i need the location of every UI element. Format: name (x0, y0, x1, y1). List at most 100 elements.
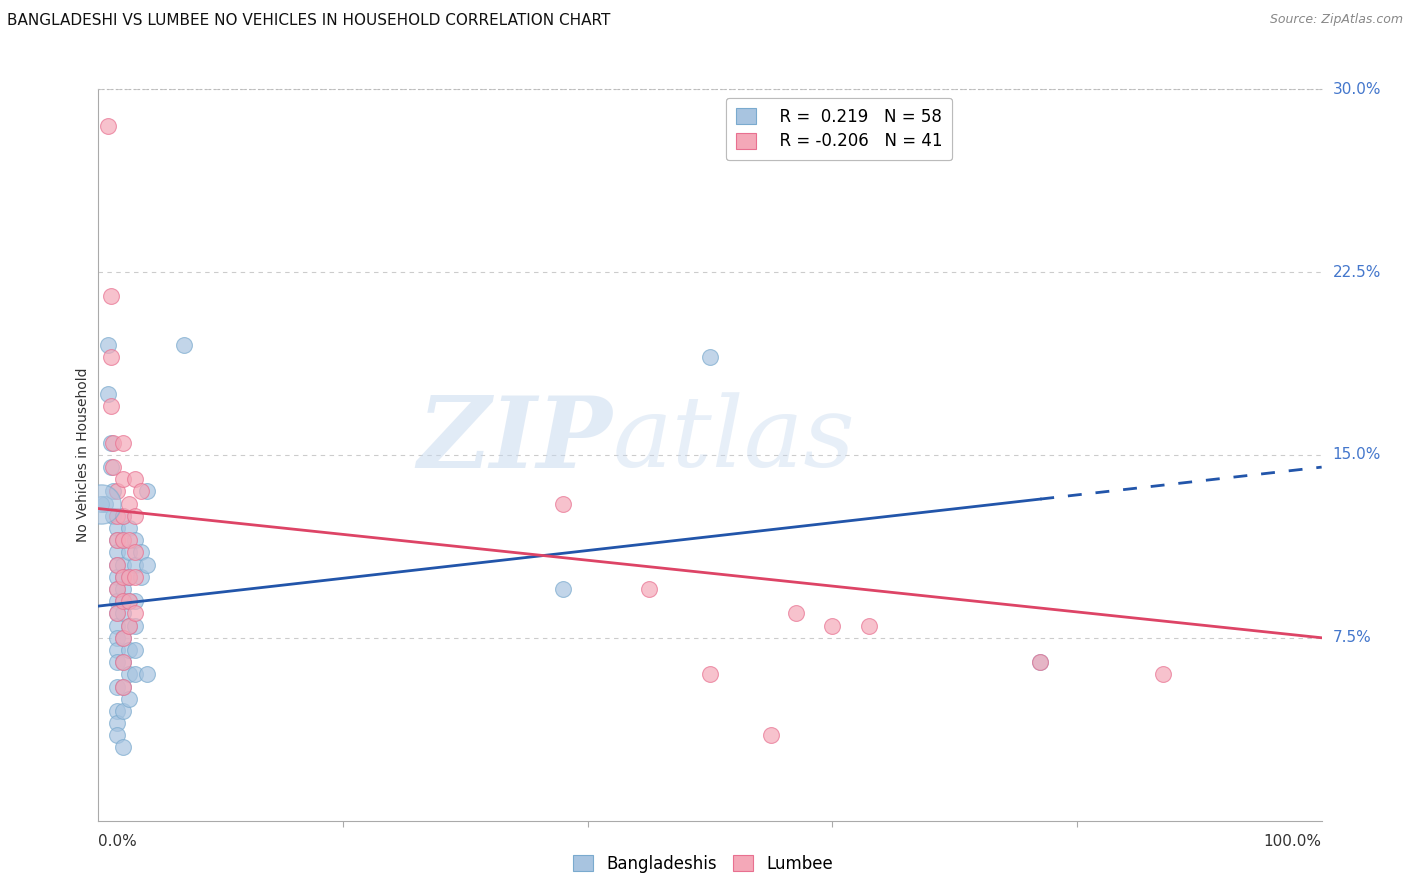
Point (105, 728, 128, 742)
Point (124, 570, 146, 584)
Point (553, 497, 575, 511)
Point (124, 545, 146, 559)
Point (118, 618, 141, 632)
Point (105, 680, 128, 694)
Text: 15.0%: 15.0% (1333, 448, 1381, 462)
Point (105, 618, 128, 632)
Point (124, 667, 146, 681)
Point (111, 655, 134, 669)
Text: BANGLADESHI VS LUMBEE NO VEHICLES IN HOUSEHOLD CORRELATION CHART: BANGLADESHI VS LUMBEE NO VEHICLES IN HOU… (7, 13, 610, 29)
Point (124, 643, 146, 657)
Text: 30.0%: 30.0% (1333, 82, 1381, 96)
Point (118, 497, 141, 511)
Legend:   R =  0.219   N = 58,   R = -0.206   N = 41: R = 0.219 N = 58, R = -0.206 N = 41 (725, 97, 952, 161)
Point (124, 594, 146, 608)
Point (111, 533, 134, 548)
Point (97, 338, 120, 352)
Point (105, 607, 128, 621)
Point (118, 667, 141, 681)
Point (699, 667, 721, 681)
Legend: Bangladeshis, Lumbee: Bangladeshis, Lumbee (567, 848, 839, 880)
Point (111, 655, 134, 669)
Point (111, 570, 134, 584)
Y-axis label: No Vehicles in Household: No Vehicles in Household (76, 368, 90, 542)
Point (1029, 655, 1052, 669)
Point (111, 582, 134, 596)
Point (118, 643, 141, 657)
Point (124, 558, 146, 572)
Point (105, 533, 128, 548)
Point (90, 497, 112, 511)
Point (111, 435, 134, 450)
Point (785, 607, 807, 621)
Point (858, 618, 880, 632)
Point (124, 472, 146, 486)
Point (105, 521, 128, 535)
Point (105, 558, 128, 572)
Point (136, 484, 159, 499)
Point (761, 728, 783, 742)
Point (100, 351, 122, 365)
Point (100, 399, 122, 413)
Point (118, 545, 141, 559)
Point (105, 545, 128, 559)
Point (111, 607, 134, 621)
Point (105, 704, 128, 718)
Point (111, 472, 134, 486)
Point (97, 387, 120, 401)
Point (118, 594, 141, 608)
Point (118, 521, 141, 535)
Point (111, 558, 134, 572)
Point (105, 508, 128, 523)
Point (111, 631, 134, 645)
Text: ZIP: ZIP (418, 392, 612, 489)
Point (105, 631, 128, 645)
Text: 7.5%: 7.5% (1333, 631, 1371, 645)
Point (136, 667, 159, 681)
Point (699, 351, 721, 365)
Point (553, 582, 575, 596)
Point (105, 655, 128, 669)
Point (105, 716, 128, 731)
Point (129, 545, 152, 559)
Point (111, 740, 134, 755)
Point (105, 533, 128, 548)
Text: 22.5%: 22.5% (1333, 265, 1381, 279)
Point (136, 558, 159, 572)
Point (105, 594, 128, 608)
Text: Source: ZipAtlas.com: Source: ZipAtlas.com (1270, 13, 1403, 27)
Point (118, 691, 141, 706)
Point (111, 533, 134, 548)
Point (111, 508, 134, 523)
Point (101, 460, 124, 475)
Point (111, 680, 134, 694)
Text: 0.0%: 0.0% (98, 834, 138, 849)
Point (637, 582, 661, 596)
Point (124, 508, 146, 523)
Point (100, 289, 122, 303)
Point (105, 570, 128, 584)
Point (93, 497, 115, 511)
Point (118, 570, 141, 584)
Point (118, 594, 141, 608)
Point (100, 460, 122, 475)
Point (111, 631, 134, 645)
Point (1152, 667, 1174, 681)
Point (101, 484, 124, 499)
Point (1029, 655, 1052, 669)
Point (111, 704, 134, 718)
Point (118, 618, 141, 632)
Text: 100.0%: 100.0% (1264, 834, 1322, 849)
Point (821, 618, 844, 632)
Point (105, 582, 128, 596)
Point (129, 484, 152, 499)
Point (100, 435, 122, 450)
Point (111, 508, 134, 523)
Point (90, 497, 112, 511)
Point (118, 533, 141, 548)
Point (105, 582, 128, 596)
Point (105, 643, 128, 657)
Point (105, 484, 128, 499)
Point (111, 570, 134, 584)
Point (105, 607, 128, 621)
